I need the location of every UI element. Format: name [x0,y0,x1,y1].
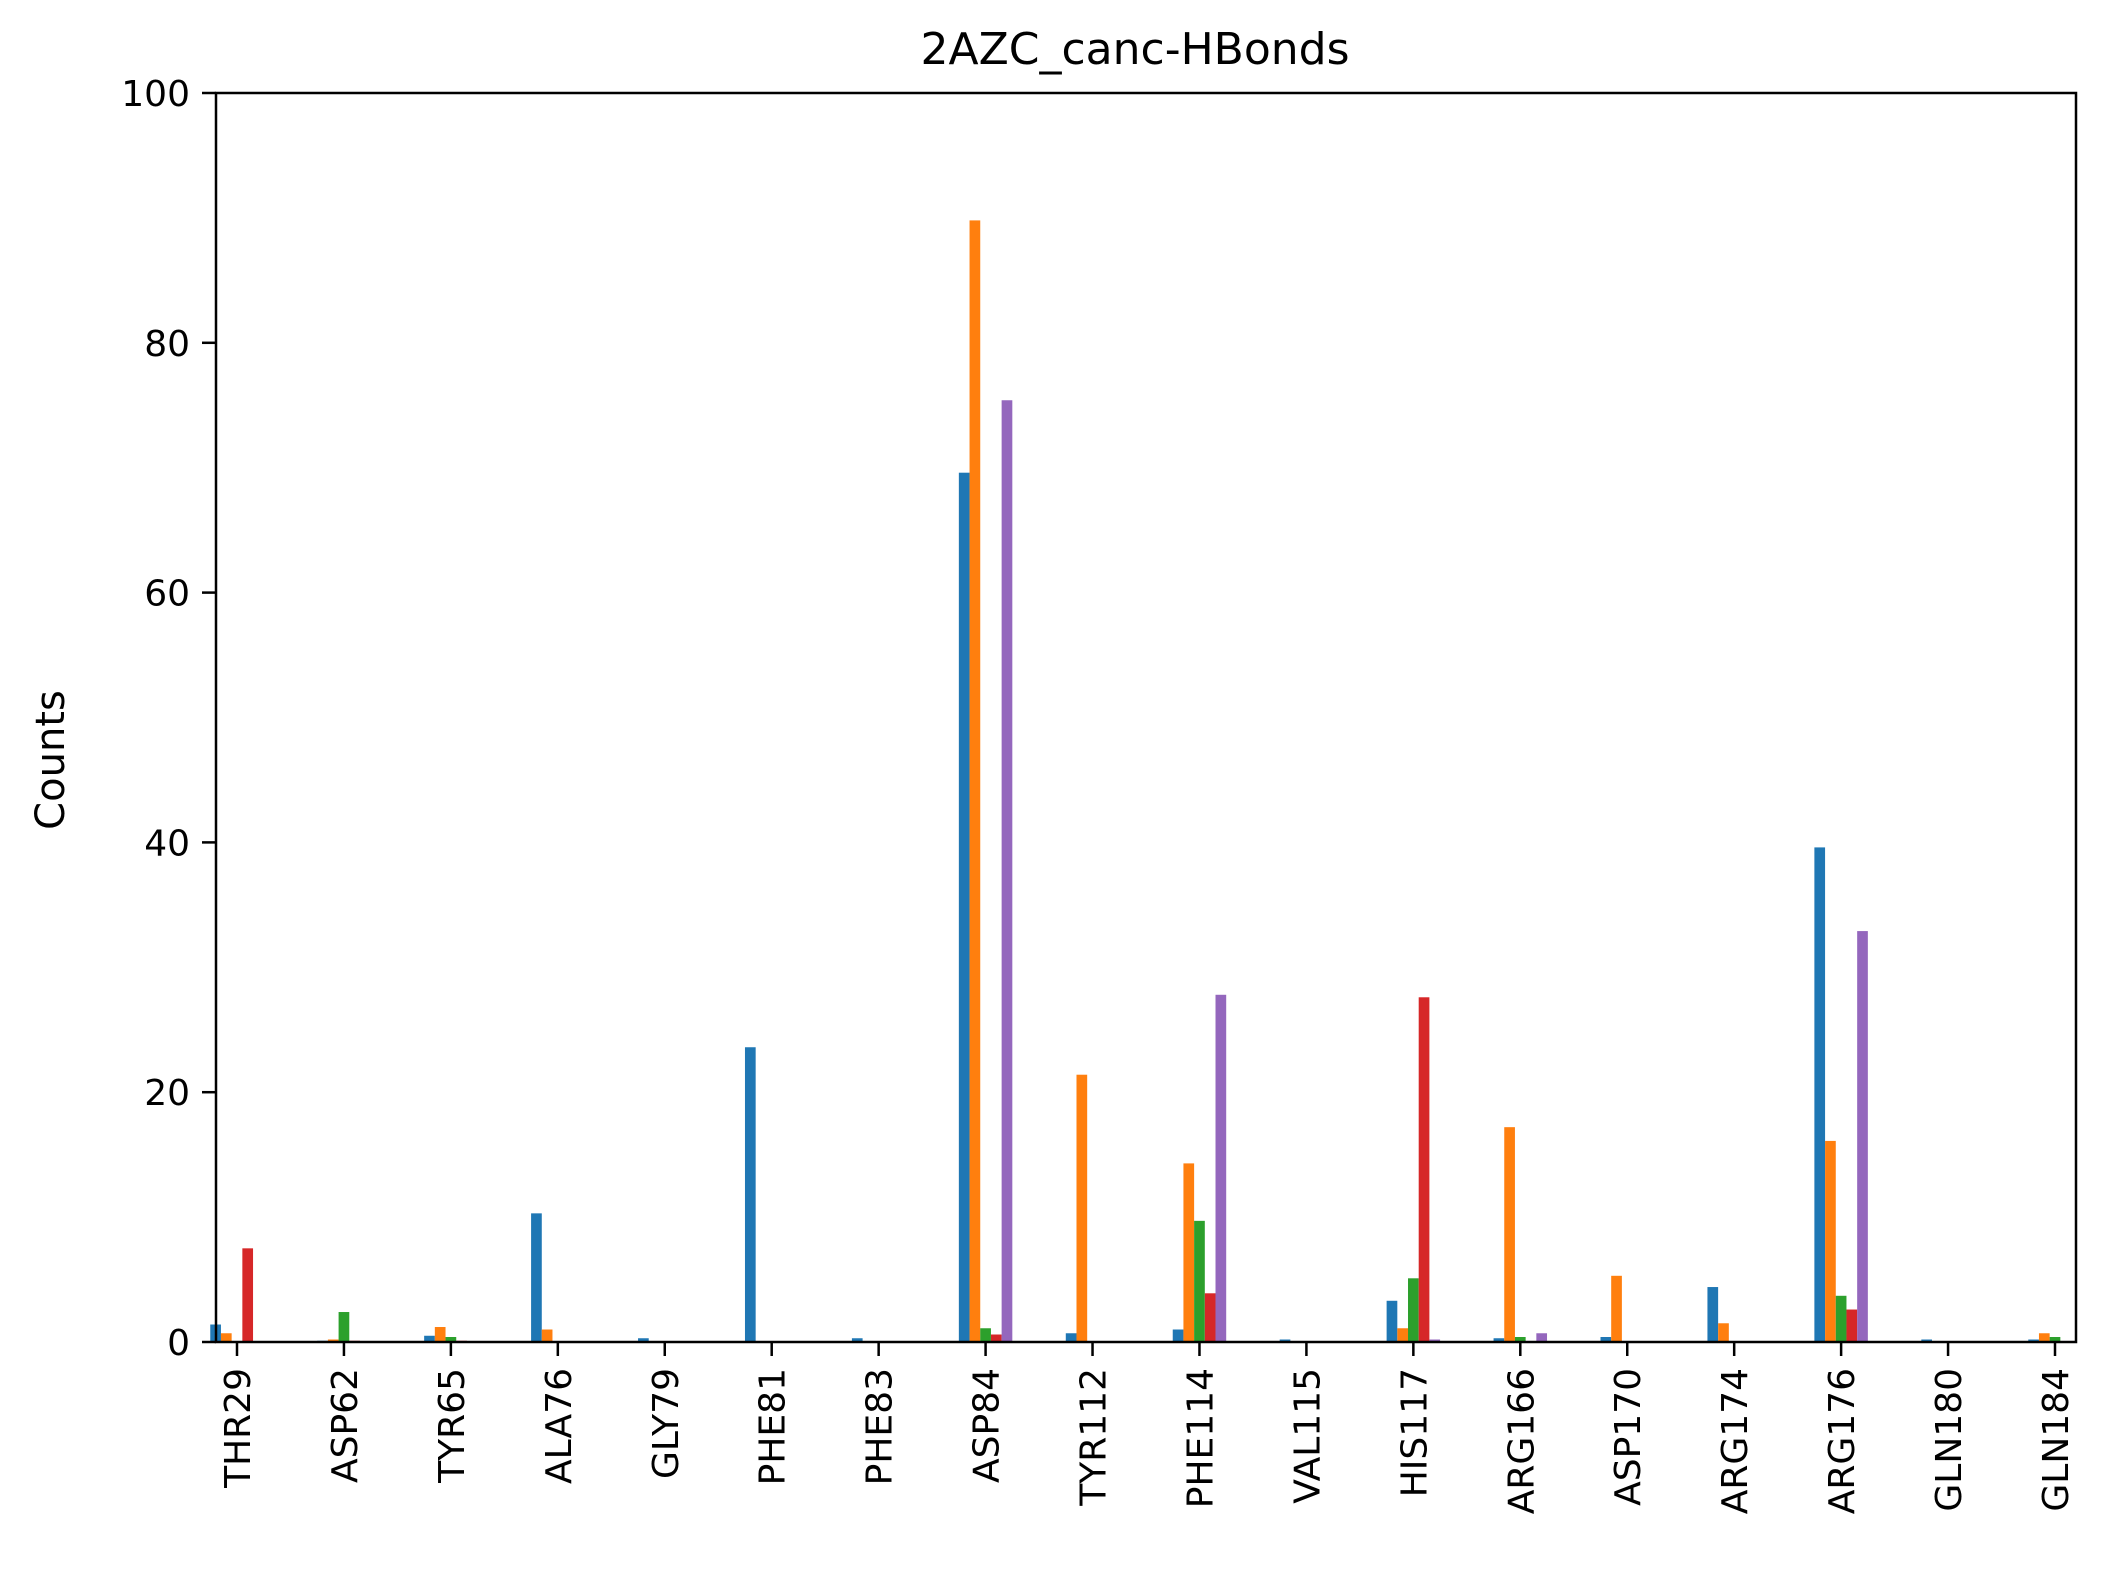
bar-gln184-series-2 [2038,1333,2050,1342]
x-tick-label-arg174: ARG174 [1715,1368,1756,1514]
bar-tyr65-series-2 [434,1327,446,1342]
x-tick-label-phe81: PHE81 [753,1368,794,1485]
bar-tyr112-series-2 [1076,1074,1088,1342]
bar-his117-series-3 [1408,1278,1419,1342]
bar-asp84-series-3 [980,1328,991,1342]
bar-arg176-series-3 [1835,1295,1847,1342]
y-tick-label: 60 [144,574,190,615]
x-tick-label-asp62: ASP62 [325,1368,366,1483]
x-tick-label-arg166: ARG166 [1501,1368,1542,1514]
bar-thr29-series-4 [242,1248,254,1342]
bar-gly79-series-1 [638,1338,649,1342]
bar-ala76-series-2 [541,1329,553,1342]
bar-gln184-series-3 [2049,1337,2061,1342]
bar-arg166-series-5 [1536,1333,1548,1342]
bar-arg176-series-1 [1814,847,1826,1342]
y-tick-label: 20 [144,1073,190,1114]
x-tick-label-val115: VAL115 [1287,1368,1328,1504]
bar-asp62-series-3 [338,1312,350,1342]
x-tick-label-gly79: GLY79 [646,1368,687,1479]
bar-phe83-series-1 [851,1338,863,1342]
bar-phe114-series-3 [1194,1220,1205,1342]
y-tick-label: 100 [121,74,190,115]
bar-phe114-series-1 [1172,1329,1184,1342]
bar-arg166-series-3 [1514,1337,1526,1342]
x-tick-label-tyr112: TYR112 [1074,1368,1115,1507]
x-tick-label-thr29: THR29 [218,1368,259,1489]
y-axis: 0 20 40 60 80 100 [121,74,216,1364]
x-tick-label-gln184: GLN184 [2036,1368,2077,1512]
bar-ala76-series-1 [531,1213,542,1342]
y-tick-label: 0 [167,1323,190,1364]
bar-arg176-series-4 [1846,1309,1858,1342]
bar-tyr65-series-3 [445,1337,457,1342]
bar-tyr112-series-1 [1065,1333,1077,1342]
x-tick-label-tyr65: TYR65 [432,1368,473,1484]
bar-arg166-series-1 [1493,1338,1505,1342]
x-tick-label-phe83: PHE83 [860,1368,901,1485]
bar-arg176-series-2 [1825,1140,1836,1342]
bar-asp84-series-1 [958,472,970,1342]
x-tick-label-arg176: ARG176 [1822,1368,1863,1514]
bar-arg166-series-2 [1504,1127,1515,1342]
plot-frame [214,91,2078,1344]
x-tick-label-asp170: ASP170 [1608,1368,1649,1506]
y-tick-label: 40 [144,823,190,864]
bar-phe114-series-4 [1204,1293,1216,1342]
x-tick-label-gln180: GLN180 [1929,1368,1970,1512]
x-tick-label-phe114: PHE114 [1180,1368,1221,1508]
bar-arg176-series-5 [1857,931,1868,1342]
bar-asp170-series-1 [1600,1337,1612,1342]
bars-layer [210,220,2061,1342]
bar-tyr65-series-1 [424,1335,435,1342]
y-axis-label: Counts [28,690,74,830]
bar-asp84-series-5 [1001,400,1013,1342]
bar-phe114-series-5 [1215,994,1227,1342]
chart-title: 2AZC_canc-HBonds [921,24,1350,75]
bar-his117-series-4 [1418,997,1430,1342]
x-tick-label-his117: HIS117 [1394,1368,1435,1497]
bar-asp170-series-2 [1611,1275,1622,1342]
bar-arg174-series-2 [1718,1323,1729,1342]
bar-his117-series-1 [1386,1300,1398,1342]
x-tick-label-ala76: ALA76 [539,1368,580,1484]
bar-phe81-series-1 [744,1047,756,1342]
bar-arg174-series-1 [1707,1287,1719,1342]
bar-thr29-series-2 [220,1333,232,1342]
bar-phe114-series-2 [1183,1163,1195,1342]
x-axis: THR29 ASP62 TYR65 ALA76 GLY79 PHE81 PHE83 ASP84… [218,1342,2077,1514]
y-tick-label: 80 [144,324,190,365]
bar-his117-series-2 [1397,1328,1408,1342]
x-tick-label-asp84: ASP84 [967,1368,1008,1483]
bar-asp84-series-4 [990,1334,1002,1342]
bar-asp84-series-2 [969,220,981,1342]
